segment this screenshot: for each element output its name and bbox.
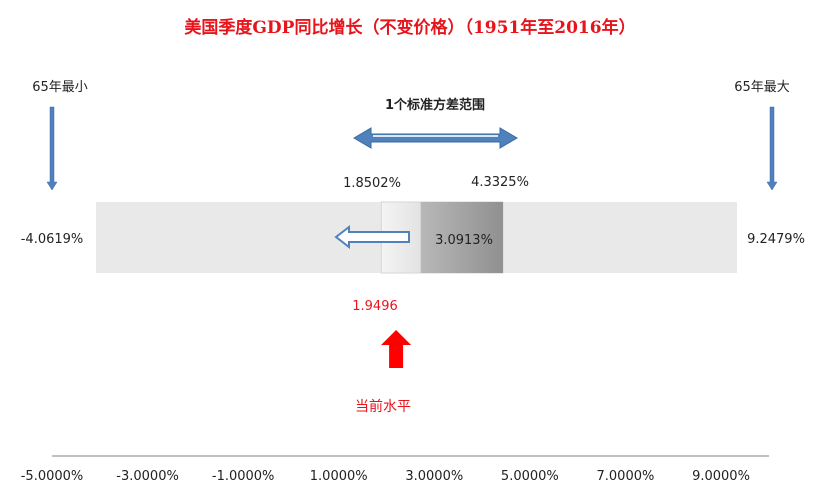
chart-title: 美国季度GDP同比增长（不变价格）（1951年至2016年） xyxy=(184,17,635,38)
x-tick-label: -3.0000% xyxy=(116,469,179,484)
current-up-arrow xyxy=(381,330,412,368)
mean-segment xyxy=(420,202,503,273)
max-value-label: 9.2479% xyxy=(747,232,805,247)
max-down-arrow xyxy=(766,106,778,191)
x-tick-label: -1.0000% xyxy=(212,469,275,484)
x-tick-label: -5.0000% xyxy=(21,469,84,484)
x-tick-label: 9.0000% xyxy=(692,469,750,484)
mean-value-label: 3.0913% xyxy=(435,233,493,248)
current-caption: 当前水平 xyxy=(355,398,411,415)
min-down-arrow xyxy=(46,106,58,191)
x-tick-label: 5.0000% xyxy=(501,469,559,484)
min-value-label: -4.0619% xyxy=(21,232,84,247)
min-caption: 65年最小 xyxy=(32,80,88,95)
std-dev-double-arrow xyxy=(353,127,518,149)
std-dev-high-label: 4.3325% xyxy=(471,175,529,190)
std-dev-low-label: 1.8502% xyxy=(343,176,401,191)
x-tick-label: 3.0000% xyxy=(405,469,463,484)
std-dev-caption: 1个标准方差范围 xyxy=(385,97,485,113)
x-tick-label: 1.0000% xyxy=(310,469,368,484)
max-caption: 65年最大 xyxy=(734,80,790,95)
mean-left-arrow xyxy=(334,224,410,250)
x-tick-label: 7.0000% xyxy=(597,469,655,484)
x-axis-tick-labels: -5.0000% -3.0000% -1.0000% 1.0000% 3.0000% 5.… xyxy=(21,469,750,484)
current-value-label: 1.9496 xyxy=(352,299,398,314)
